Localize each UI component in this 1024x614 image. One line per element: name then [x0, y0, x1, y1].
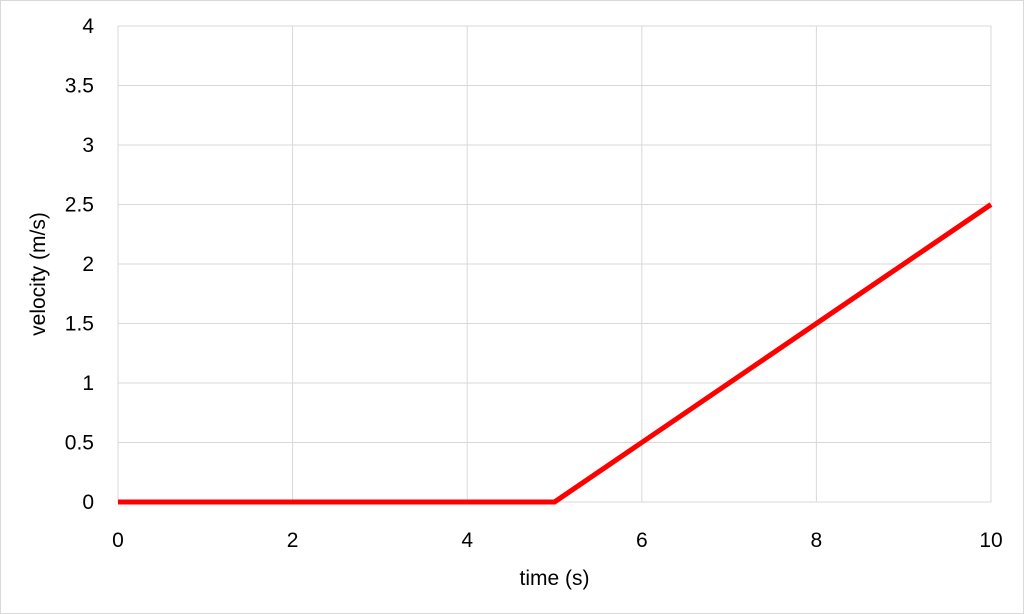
y-tick-label: 0.5: [65, 432, 94, 455]
series-layer: [118, 202, 993, 505]
y-tick-label: 0: [82, 491, 94, 514]
y-tick-label: 3.5: [65, 75, 94, 98]
x-tick-label: 0: [112, 529, 124, 552]
y-tick-label: 2.5: [65, 194, 94, 217]
y-tick-label: 4: [82, 15, 94, 38]
x-tick-label: 2: [287, 529, 299, 552]
y-tick-label: 2: [82, 253, 94, 276]
y-axis-ticks: 0 0.5 1 1.5 2 2.5 3 3.5 4: [65, 15, 95, 514]
series-line: [118, 202, 993, 505]
x-tick-label: 10: [979, 529, 1002, 552]
x-tick-label: 6: [636, 529, 648, 552]
y-tick-label: 1.5: [65, 313, 94, 336]
gridlines: [117, 25, 992, 503]
x-axis-ticks: 0 2 4 6 8 10: [112, 529, 1003, 552]
x-tick-label: 8: [811, 529, 823, 552]
x-tick-label: 4: [461, 529, 473, 552]
x-axis-label: time (s): [520, 567, 590, 590]
y-tick-label: 1: [82, 372, 94, 395]
y-tick-label: 3: [82, 134, 94, 157]
y-axis-label: velocity (m/s): [27, 212, 50, 336]
